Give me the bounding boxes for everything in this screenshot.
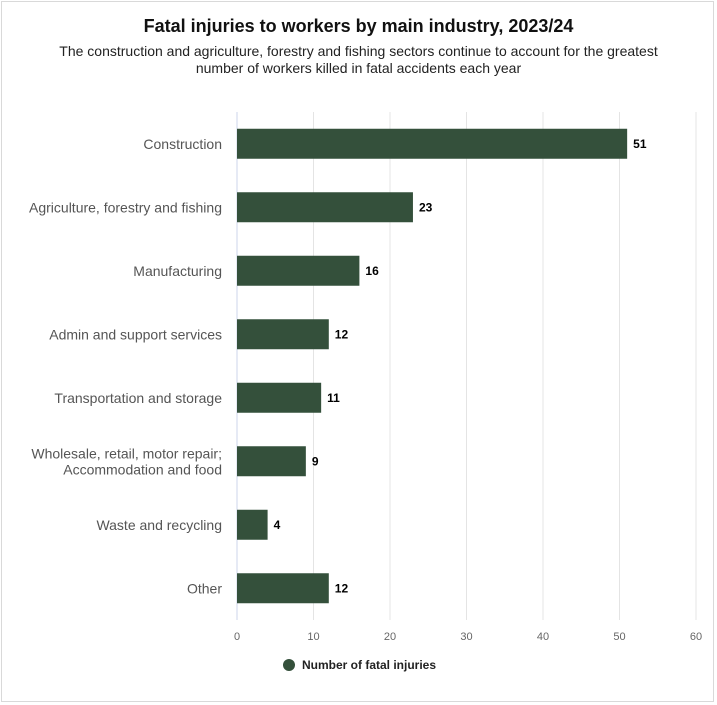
bar[interactable] <box>237 509 268 540</box>
legend-marker-icon <box>283 659 295 671</box>
x-tick-label: 60 <box>690 631 702 643</box>
chart-subtitle: The construction and agriculture, forest… <box>59 43 658 76</box>
chart-title: Fatal injuries to workers by main indust… <box>143 16 574 36</box>
data-label: 16 <box>365 264 379 278</box>
category-label: Admin and support services <box>49 326 222 342</box>
category-label: Wholesale, retail, motor repair; Accommod… <box>31 445 222 477</box>
category-label-line: Waste and recycling <box>96 517 222 533</box>
data-label: 12 <box>335 327 349 341</box>
category-label-line: Admin and support services <box>49 326 222 342</box>
x-tick-label: 40 <box>537 631 549 643</box>
legend-label: Number of fatal injuries <box>302 658 437 672</box>
bar[interactable] <box>237 255 360 286</box>
bar[interactable] <box>237 382 322 413</box>
category-label: Other <box>187 580 222 596</box>
category-label: Manufacturing <box>133 263 222 279</box>
data-label: 12 <box>335 581 349 595</box>
x-tick-label: 20 <box>384 631 396 643</box>
bar[interactable] <box>237 573 329 604</box>
category-label-line: Manufacturing <box>133 263 222 279</box>
category-label-line: Other <box>187 580 222 596</box>
category-label-line: Agriculture, forestry and fishing <box>29 199 222 215</box>
category-label-line: Transportation and storage <box>54 390 222 406</box>
bar[interactable] <box>237 192 413 223</box>
data-label: 4 <box>274 518 281 532</box>
category-label-line: Accommodation and food <box>63 461 222 477</box>
data-label: 9 <box>312 454 319 468</box>
bar[interactable] <box>237 446 306 477</box>
x-tick-label: 10 <box>307 631 319 643</box>
category-label: Waste and recycling <box>96 517 222 533</box>
bar[interactable] <box>237 319 329 350</box>
x-tick-label: 50 <box>613 631 625 643</box>
bar[interactable] <box>237 128 628 159</box>
x-tick-label: 0 <box>234 631 240 643</box>
category-label-line: Wholesale, retail, motor repair; <box>31 445 222 461</box>
legend-item[interactable]: Number of fatal injuries <box>283 658 436 672</box>
category-label: Agriculture, forestry and fishing <box>29 199 222 215</box>
category-label: Transportation and storage <box>54 390 222 406</box>
data-label: 51 <box>633 137 647 151</box>
category-label-line: Construction <box>143 136 222 152</box>
data-label: 11 <box>327 391 340 405</box>
data-label: 23 <box>419 200 433 214</box>
category-label: Construction <box>143 136 222 152</box>
x-tick-label: 30 <box>460 631 472 643</box>
